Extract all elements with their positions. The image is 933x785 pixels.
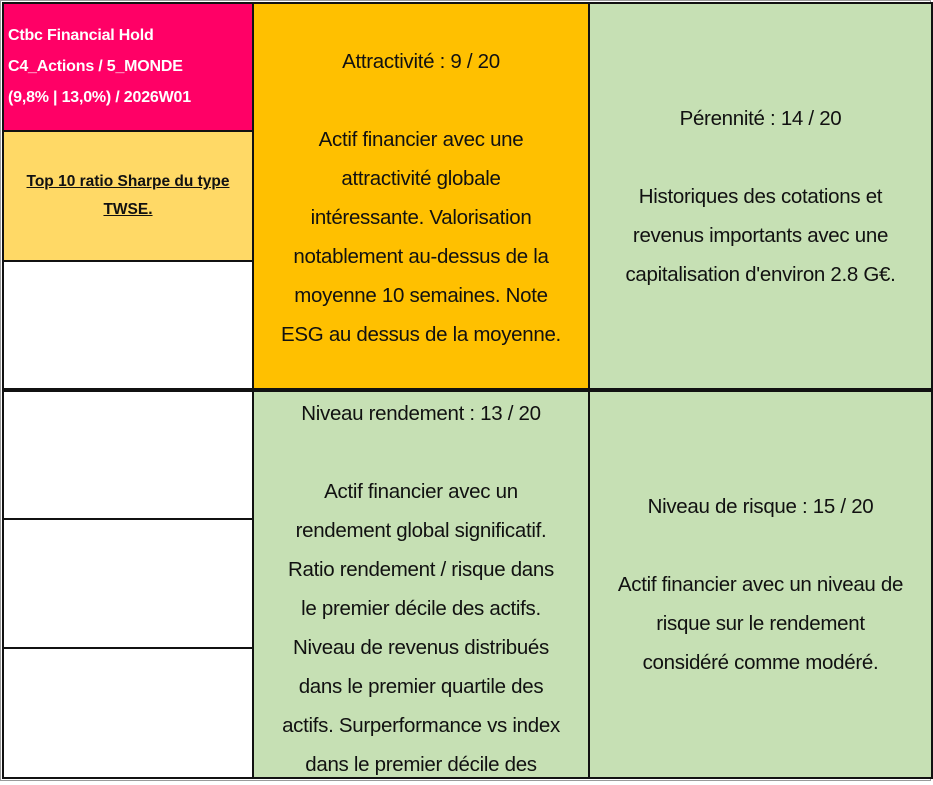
attractivite-card: Attractivité : 9 / 20 Actif financier av… [252,2,590,390]
perennite-title: Pérennité : 14 / 20 [679,106,842,130]
empty-cell [2,260,254,390]
perennite-card: Pérennité : 14 / 20 Historiques des cota… [588,2,933,390]
perennite-body: Historiques des cotations et revenus imp… [625,184,896,286]
risque-title: Niveau de risque : 15 / 20 [647,495,874,518]
rendement-card: Niveau rendement : 13 / 20 Actif financi… [252,390,590,779]
risque-body: Actif financier avec un niveau de risque… [617,573,904,674]
empty-cell [2,518,254,649]
rendement-body: Actif financier avec un rendement global… [282,480,560,776]
ranking-note: Top 10 ratio Sharpe du type TWSE. [26,173,230,218]
attractivite-body: Actif financier avec une attractivité gl… [281,128,561,346]
ranking-note-cell: Top 10 ratio Sharpe du type TWSE. [2,130,254,262]
asset-title-cell: Ctbc Financial Hold C4_Actions / 5_MONDE… [2,2,254,132]
risque-card: Niveau de risque : 15 / 20 Actif financi… [588,390,933,779]
empty-cell [2,647,254,779]
empty-cell [2,390,254,520]
attractivite-title: Attractivité : 9 / 20 [342,50,500,73]
rendement-title: Niveau rendement : 13 / 20 [301,402,541,425]
